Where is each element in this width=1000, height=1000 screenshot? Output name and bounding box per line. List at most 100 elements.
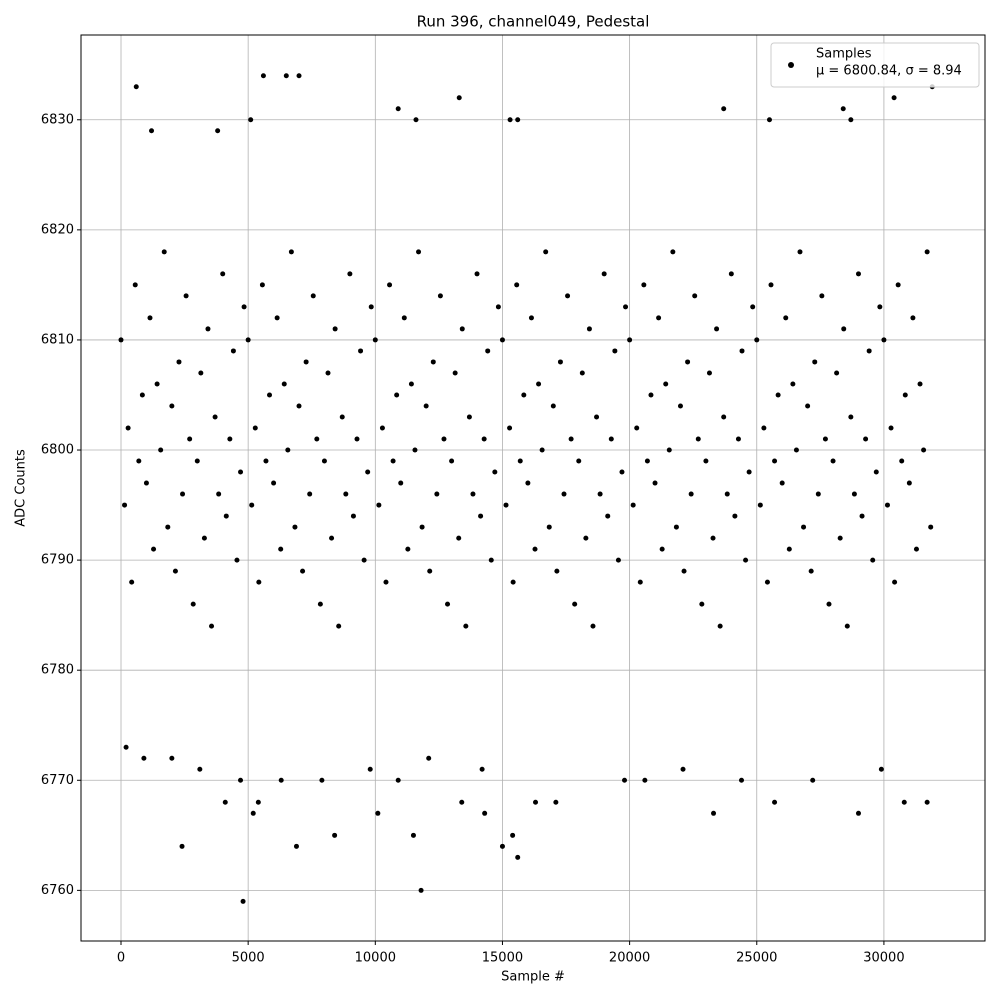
point (921, 447, 927, 453)
point (848, 117, 854, 123)
y-tick-label: 6780 (41, 663, 74, 678)
point (583, 535, 589, 541)
point (220, 271, 226, 277)
point (485, 348, 491, 354)
point (418, 887, 424, 893)
point (826, 601, 832, 607)
point (735, 436, 741, 442)
point (822, 436, 828, 442)
point (499, 843, 505, 849)
point (924, 249, 930, 255)
point (699, 601, 705, 607)
point (310, 293, 316, 299)
point (840, 106, 846, 112)
point (390, 458, 396, 464)
point (597, 491, 603, 497)
point (855, 271, 861, 277)
point (209, 623, 215, 629)
x-tick-label: 20000 (609, 951, 650, 966)
point (895, 282, 901, 288)
point (176, 359, 182, 365)
point (347, 271, 353, 277)
point (437, 293, 443, 299)
point (314, 436, 320, 442)
point (419, 524, 425, 530)
x-axis-label: Sample # (501, 970, 565, 985)
point (482, 810, 488, 816)
point (361, 557, 367, 563)
point (808, 568, 814, 574)
point (703, 458, 709, 464)
point (343, 491, 349, 497)
point (622, 777, 628, 783)
point (601, 271, 607, 277)
point (481, 436, 487, 442)
point (924, 799, 930, 805)
point (350, 513, 356, 519)
point (172, 568, 178, 574)
point (449, 458, 455, 464)
point (590, 623, 596, 629)
point (884, 502, 890, 508)
point (169, 403, 175, 409)
point (329, 535, 335, 541)
point (539, 447, 545, 453)
point (413, 117, 419, 123)
point (358, 348, 364, 354)
point (906, 480, 912, 486)
point (878, 766, 884, 772)
point (586, 326, 592, 332)
point (863, 436, 869, 442)
point (319, 777, 325, 783)
legend-entry: Samples (816, 47, 872, 62)
point (528, 315, 534, 321)
point (445, 601, 451, 607)
point (248, 117, 254, 123)
point (401, 315, 407, 321)
point (238, 777, 244, 783)
x-tick-label: 15000 (482, 951, 523, 966)
point (161, 249, 167, 255)
point (891, 95, 897, 101)
y-tick-label: 6760 (41, 883, 74, 898)
point (332, 832, 338, 838)
point (680, 766, 686, 772)
point (515, 117, 521, 123)
point (459, 799, 465, 805)
point (488, 557, 494, 563)
point (652, 480, 658, 486)
point (515, 854, 521, 860)
point (372, 337, 378, 343)
point (768, 282, 774, 288)
point (198, 370, 204, 376)
point (711, 810, 717, 816)
point (255, 799, 261, 805)
point (122, 502, 128, 508)
y-tick-label: 6810 (41, 332, 74, 347)
point (141, 755, 147, 761)
point (637, 579, 643, 585)
y-tick-label: 6800 (41, 443, 74, 458)
point (543, 249, 549, 255)
point (579, 370, 585, 376)
point (212, 414, 218, 420)
point (336, 623, 342, 629)
point (608, 436, 614, 442)
point (259, 282, 265, 288)
point (533, 799, 539, 805)
point (615, 557, 621, 563)
point (434, 491, 440, 497)
point (197, 766, 203, 772)
point (300, 568, 306, 574)
point (550, 403, 556, 409)
y-tick-label: 6820 (41, 222, 74, 237)
point (240, 898, 246, 904)
point (666, 447, 672, 453)
point (844, 623, 850, 629)
point (296, 403, 302, 409)
point (594, 414, 600, 420)
point (456, 95, 462, 101)
point (764, 579, 770, 585)
point (739, 777, 745, 783)
point (514, 282, 520, 288)
